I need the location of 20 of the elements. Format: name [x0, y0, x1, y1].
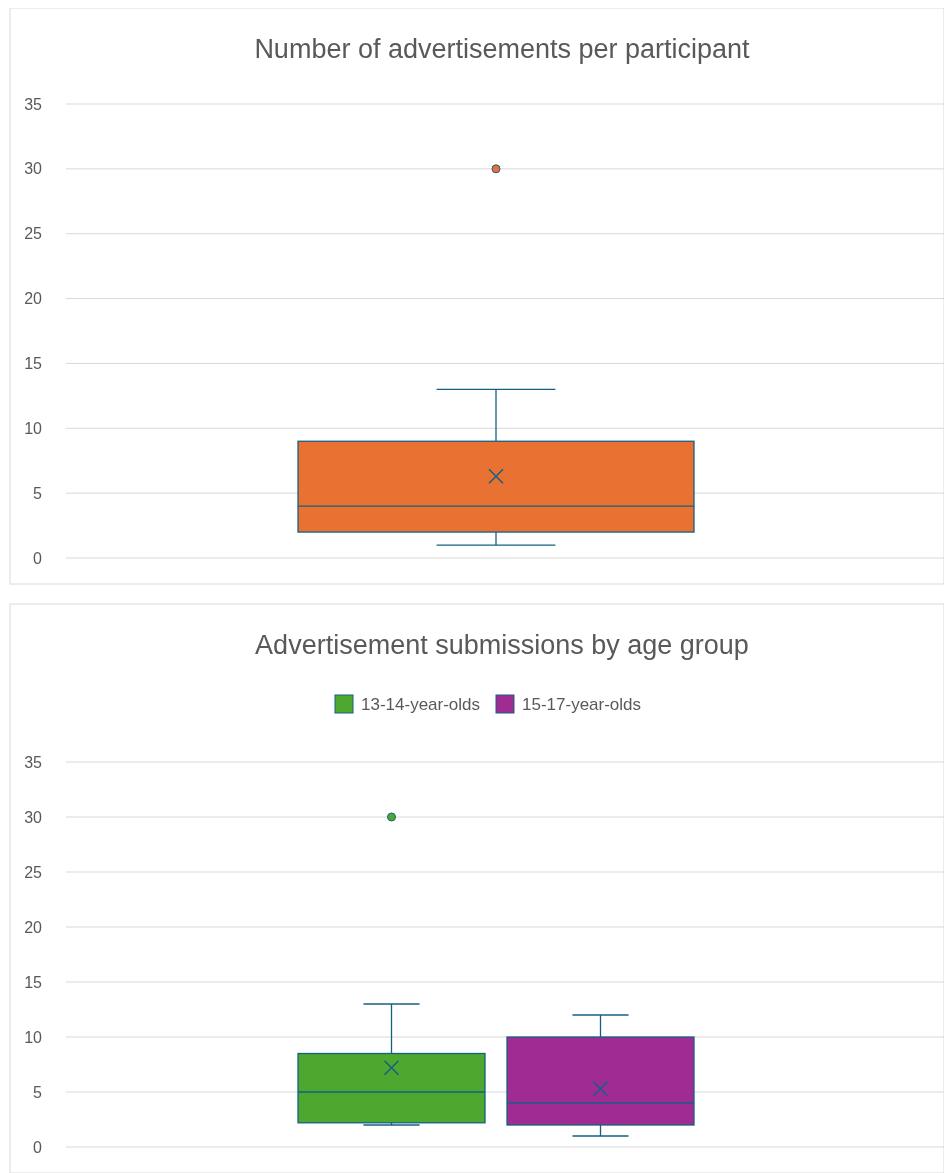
- y-tick-label: 20: [24, 290, 43, 308]
- y-tick-label: 35: [24, 95, 43, 113]
- y-tick-label: 5: [33, 484, 43, 502]
- y-tick-label: 0: [33, 1138, 43, 1156]
- y-tick-label: 30: [24, 160, 43, 178]
- y-tick-label: 5: [33, 1083, 43, 1101]
- legend-label: 13-14-year-olds: [361, 694, 481, 714]
- chart-title: Advertisement submissions by age group: [255, 630, 749, 660]
- y-tick-label: 15: [24, 355, 43, 373]
- y-tick-label: 20: [24, 918, 43, 936]
- y-tick-label: 25: [24, 225, 43, 243]
- legend-label: 15-17-year-olds: [522, 694, 642, 714]
- y-tick-label: 15: [24, 973, 43, 991]
- y-tick-label: 25: [24, 863, 43, 881]
- y-tick-label: 10: [24, 419, 43, 437]
- y-tick-label: 35: [24, 753, 43, 771]
- y-tick-label: 10: [24, 1028, 43, 1046]
- y-tick-label: 30: [24, 808, 43, 826]
- y-tick-label: 0: [33, 549, 43, 567]
- chart-title: Number of advertisements per participant: [254, 34, 751, 64]
